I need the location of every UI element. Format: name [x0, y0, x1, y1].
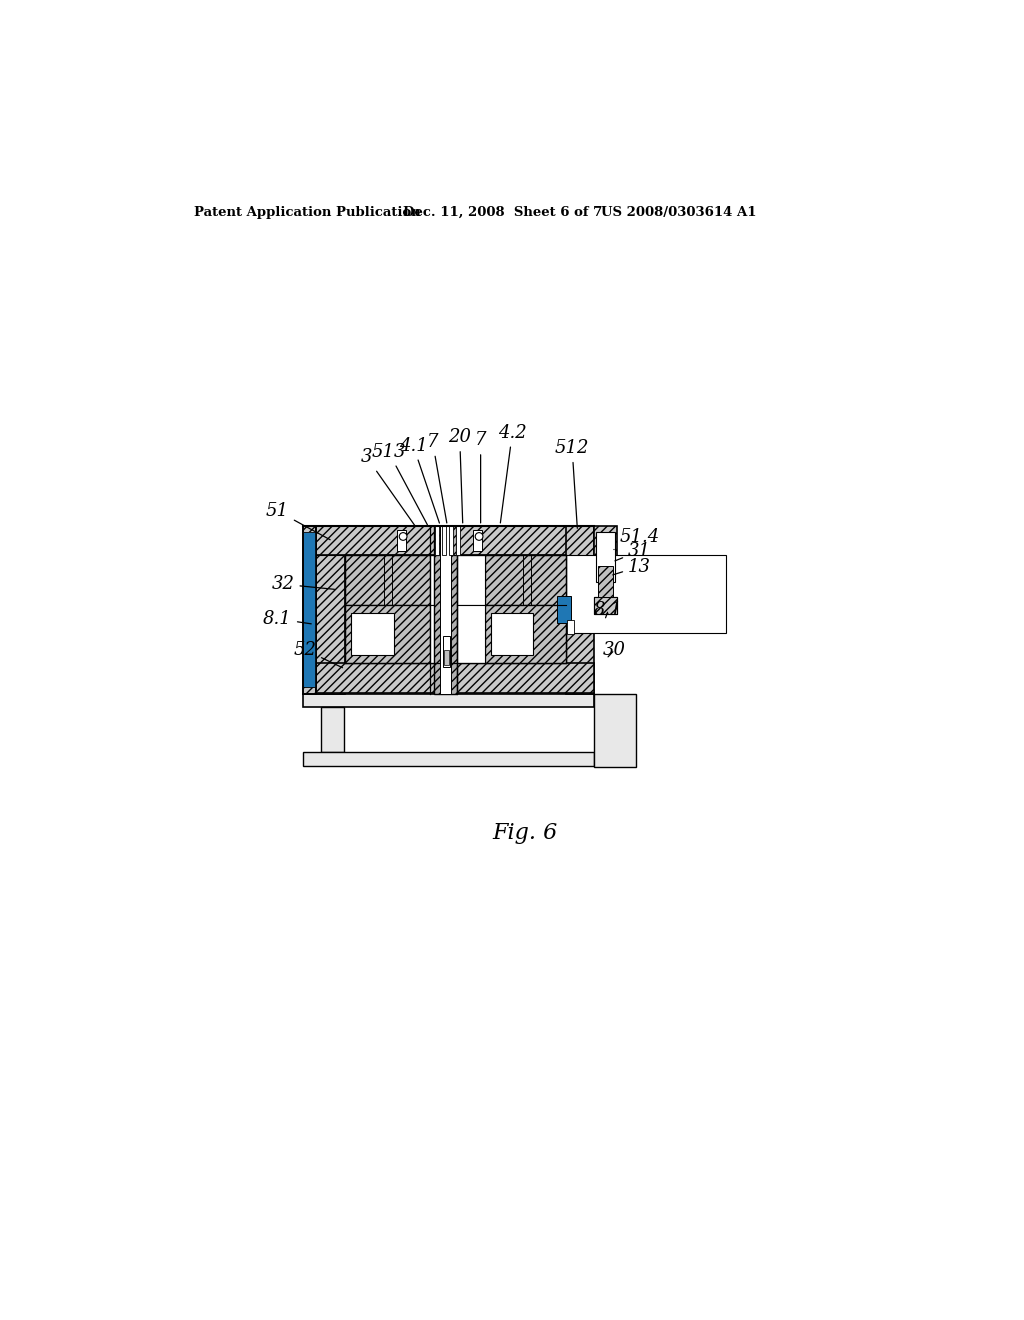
Bar	[484, 605, 566, 663]
Text: 8.1: 8.1	[594, 601, 623, 619]
Text: 20: 20	[449, 428, 471, 523]
Bar	[567, 620, 573, 635]
Bar	[566, 525, 594, 693]
Bar	[557, 595, 571, 623]
Text: Patent Application Publication: Patent Application Publication	[194, 206, 421, 219]
Bar	[442, 636, 451, 667]
Text: 32: 32	[271, 576, 335, 593]
Bar	[490, 612, 534, 655]
Bar	[303, 525, 316, 693]
Bar	[442, 525, 445, 554]
Bar	[434, 525, 458, 693]
Bar	[316, 663, 594, 693]
Text: 51.4: 51.4	[614, 528, 659, 549]
Bar	[435, 525, 438, 554]
Bar	[594, 597, 617, 614]
Bar	[598, 566, 613, 597]
Text: 8.1: 8.1	[263, 610, 311, 628]
Bar	[303, 693, 594, 708]
Bar	[594, 525, 617, 614]
Text: Dec. 11, 2008  Sheet 6 of 7: Dec. 11, 2008 Sheet 6 of 7	[403, 206, 602, 219]
Text: 7: 7	[427, 433, 446, 523]
Bar	[345, 554, 430, 605]
Bar	[303, 532, 316, 688]
Text: 30: 30	[603, 640, 627, 659]
Bar	[594, 597, 617, 614]
Text: 4.2: 4.2	[498, 424, 526, 523]
Text: 513: 513	[371, 442, 427, 525]
Bar	[430, 605, 484, 663]
Bar	[456, 525, 460, 554]
Bar	[430, 554, 484, 605]
Bar	[321, 708, 344, 752]
Bar	[316, 525, 345, 693]
Bar	[303, 752, 594, 766]
Bar	[345, 554, 566, 663]
Bar	[316, 525, 594, 554]
Bar	[473, 529, 482, 552]
Text: 512: 512	[555, 440, 590, 528]
Text: 51: 51	[266, 502, 330, 540]
Text: 7: 7	[475, 432, 486, 523]
Text: 31: 31	[615, 543, 651, 561]
Bar	[594, 693, 636, 767]
Bar	[560, 597, 567, 620]
Bar	[596, 532, 614, 582]
Text: 3: 3	[360, 449, 416, 527]
Text: US 2008/0303614 A1: US 2008/0303614 A1	[601, 206, 757, 219]
Bar	[345, 554, 726, 634]
Text: Fig. 6: Fig. 6	[493, 822, 557, 845]
Text: 4.1: 4.1	[398, 437, 439, 523]
Circle shape	[475, 532, 483, 540]
Bar	[397, 529, 407, 552]
Bar	[449, 525, 453, 554]
Text: 52: 52	[293, 640, 342, 668]
Bar	[484, 554, 566, 605]
Bar	[345, 605, 430, 663]
Bar	[351, 612, 394, 655]
Bar	[303, 532, 316, 688]
Bar	[444, 649, 449, 665]
Text: 13: 13	[612, 557, 651, 576]
Circle shape	[399, 532, 407, 540]
Bar	[440, 525, 452, 693]
